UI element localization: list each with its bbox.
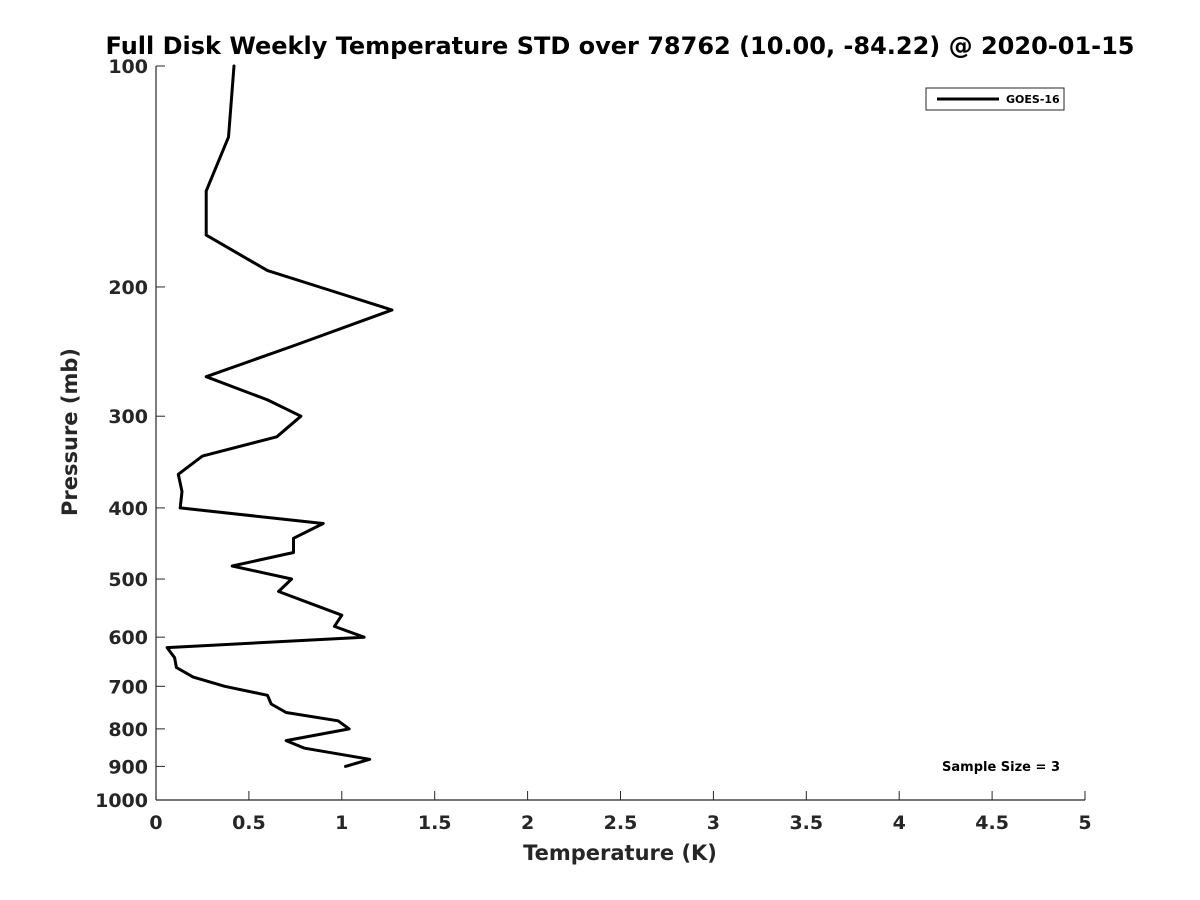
x-tick-label: 0 — [149, 812, 162, 834]
x-tick-label: 3.5 — [789, 812, 823, 834]
x-tick-label: 1 — [335, 812, 348, 834]
x-tick-label: 1.5 — [418, 812, 452, 834]
legend: GOES-16 — [925, 87, 1065, 111]
y-tick-label: 1000 — [95, 790, 148, 812]
y-axis-label: Pressure (mb) — [58, 348, 82, 516]
x-tick-label: 0.5 — [232, 812, 266, 834]
data-series — [165, 64, 394, 768]
y-tick-label: 400 — [108, 498, 148, 520]
x-axis-label: Temperature (K) — [523, 841, 717, 865]
x-tick-label: 2 — [521, 812, 534, 834]
legend-label-goes-16: GOES-16 — [1006, 93, 1060, 106]
series-line-goes-16 — [165, 64, 394, 768]
x-tick-label: 5 — [1078, 812, 1091, 834]
y-tick-label: 700 — [108, 676, 148, 698]
y-tick-label: 300 — [108, 406, 148, 428]
x-tick-label: 2.5 — [604, 812, 638, 834]
y-tick-label: 100 — [108, 56, 148, 78]
y-tick-label: 200 — [108, 277, 148, 299]
y-tick-label: 600 — [108, 627, 148, 649]
x-tick-label: 4 — [893, 812, 906, 834]
x-tick-label: 3 — [707, 812, 720, 834]
y-tick-label: 900 — [108, 756, 148, 778]
y-tick-label: 500 — [108, 569, 148, 591]
y-tick-label: 800 — [108, 719, 148, 741]
axes: 0 0.5 1 1.5 2 2.5 3 3.5 4 4.5 5 100 200 300 400 500 600 7… — [95, 56, 1092, 834]
x-tick-label: 4.5 — [975, 812, 1009, 834]
chart-title: Full Disk Weekly Temperature STD over 78… — [106, 32, 1135, 60]
sample-size-annotation: Sample Size = 3 — [942, 760, 1060, 775]
